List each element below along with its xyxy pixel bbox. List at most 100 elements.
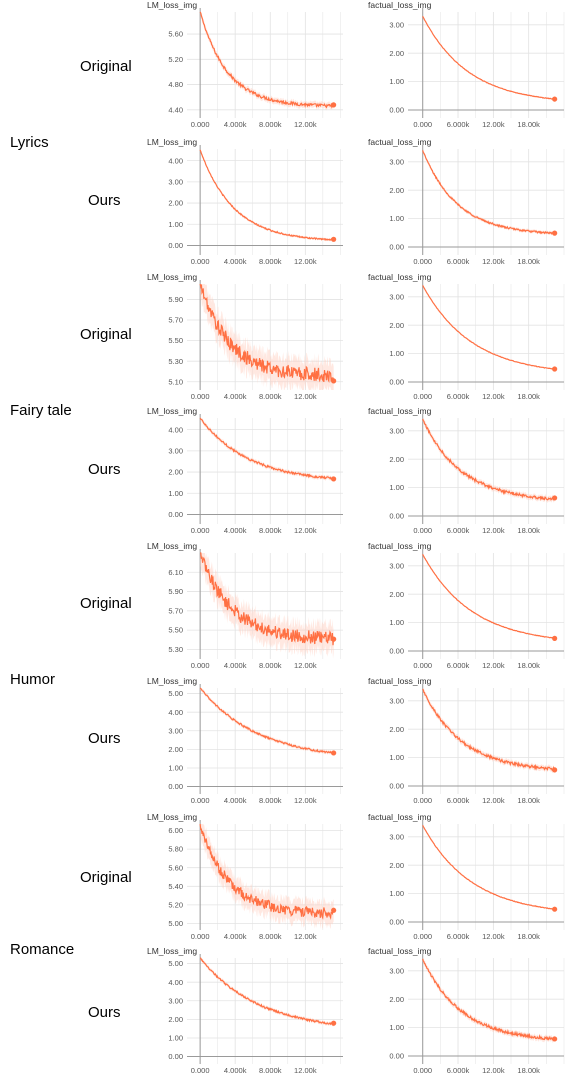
series-end-point [331, 378, 337, 384]
y-tick-label: 5.40 [168, 882, 183, 891]
chart-panel: LM_loss_img 4.00 3.00 2.00 1.00 0.00 0.000 4.00… [147, 406, 347, 539]
chart-title: factual_loss_img [368, 0, 432, 10]
series-band [422, 284, 555, 370]
y-tick-label: 5.10 [168, 377, 183, 386]
series-band [200, 418, 334, 482]
x-tick-label: 4.000k [224, 661, 247, 670]
x-tick-label: 8.000k [259, 661, 282, 670]
chart-title: LM_loss_img [147, 137, 198, 147]
y-tick-label: 2.00 [168, 1015, 183, 1024]
series-line [422, 285, 555, 371]
y-tick-label: 1.00 [389, 483, 404, 492]
y-tick-label: 3.00 [168, 726, 183, 735]
chart-title: LM_loss_img [147, 0, 198, 10]
y-tick-label: 1.00 [389, 1023, 404, 1032]
row-label-original: Original [80, 595, 132, 612]
x-tick-label: 6.000k [447, 257, 470, 266]
x-tick-label: 0.000 [413, 796, 432, 805]
row-label-ours: Ours [88, 730, 121, 747]
x-tick-label: 4.000k [224, 526, 247, 535]
y-tick-label: 3.00 [168, 446, 183, 455]
series-band [422, 553, 555, 639]
y-tick-label: 0.00 [168, 510, 183, 519]
x-tick-label: 0.000 [191, 796, 210, 805]
series-end-point [552, 230, 558, 236]
y-tick-label: 0.00 [168, 241, 183, 250]
chart-panel: factual_loss_img 3.00 2.00 1.00 0.00 0.000 6.0… [368, 541, 568, 674]
x-tick-label: 6.000k [447, 796, 470, 805]
x-tick-label: 18.00k [517, 932, 540, 941]
x-tick-label: 0.000 [413, 526, 432, 535]
chart-title: LM_loss_img [147, 812, 198, 822]
x-tick-label: 12.00k [294, 392, 317, 401]
row-label-original: Original [80, 326, 132, 343]
y-tick-label: 0.00 [389, 106, 404, 115]
chart-title: LM_loss_img [147, 541, 198, 551]
chart-panel: LM_loss_img 4.00 3.00 2.00 1.00 0.00 0.000 4.00… [147, 137, 347, 270]
chart-panel: factual_loss_img 3.00 2.00 1.00 0.00 0.000 6.0… [368, 0, 568, 133]
chart-panel: LM_loss_img 5.00 4.00 3.00 2.00 1.00 0.00 0.000… [147, 676, 347, 809]
y-tick-label: 4.00 [168, 978, 183, 987]
x-tick-label: 0.000 [191, 257, 210, 266]
series-line [422, 418, 556, 502]
series-line [199, 11, 334, 109]
series-end-point [552, 906, 558, 912]
chart-panel: factual_loss_img 3.00 2.00 1.00 0.00 0.000 6.0… [368, 946, 568, 1079]
x-tick-label: 6.000k [447, 932, 470, 941]
x-tick-label: 6.000k [447, 526, 470, 535]
x-tick-label: 12.00k [294, 1066, 317, 1075]
series-line [422, 554, 555, 639]
y-tick-label: 0.00 [389, 378, 404, 387]
y-tick-label: 5.20 [168, 900, 183, 909]
y-tick-label: 3.00 [168, 177, 183, 186]
y-tick-label: 5.90 [168, 587, 183, 596]
x-tick-label: 12.00k [482, 1066, 505, 1075]
y-tick-label: 5.50 [168, 626, 183, 635]
x-tick-label: 18.00k [517, 526, 540, 535]
x-tick-label: 4.000k [224, 392, 247, 401]
x-tick-label: 0.000 [413, 257, 432, 266]
x-tick-label: 6.000k [447, 120, 470, 129]
x-tick-label: 12.00k [482, 526, 505, 535]
series-end-point [331, 1020, 337, 1026]
series-band [200, 284, 334, 390]
y-tick-label: 3.00 [168, 996, 183, 1005]
y-tick-label: 4.40 [168, 105, 183, 114]
y-tick-label: 5.50 [168, 336, 183, 345]
series-line [199, 417, 335, 480]
x-tick-label: 18.00k [517, 661, 540, 670]
y-tick-label: 1.00 [168, 1034, 183, 1043]
row-label-original: Original [80, 869, 132, 886]
series-end-point [552, 767, 558, 773]
x-tick-label: 12.00k [294, 257, 317, 266]
series-band [200, 553, 334, 659]
x-tick-label: 18.00k [517, 796, 540, 805]
y-tick-label: 2.00 [389, 49, 404, 58]
y-tick-label: 1.00 [168, 220, 183, 229]
x-tick-label: 8.000k [259, 257, 282, 266]
series-line [422, 688, 555, 772]
y-tick-label: 6.00 [168, 826, 183, 835]
series-end-point [552, 635, 558, 641]
y-tick-label: 1.00 [168, 489, 183, 498]
x-tick-label: 4.000k [224, 932, 247, 941]
chart-title: LM_loss_img [147, 676, 198, 686]
y-tick-label: 3.00 [389, 157, 404, 166]
chart-panel: LM_loss_img 6.00 5.80 5.60 5.40 5.20 5.00 0.000… [147, 812, 347, 945]
x-tick-label: 0.000 [191, 526, 210, 535]
y-tick-label: 5.00 [168, 689, 183, 698]
y-tick-label: 4.80 [168, 80, 183, 89]
y-tick-label: 2.00 [389, 186, 404, 195]
x-tick-label: 8.000k [259, 932, 282, 941]
series-end-point [552, 96, 558, 102]
y-tick-label: 4.00 [168, 708, 183, 717]
series-band [422, 15, 555, 100]
y-tick-label: 6.10 [168, 568, 183, 577]
y-tick-label: 1.00 [389, 77, 404, 86]
chart-title: factual_loss_img [368, 272, 432, 282]
x-tick-label: 18.00k [517, 392, 540, 401]
x-tick-label: 12.00k [294, 661, 317, 670]
x-tick-label: 12.00k [482, 932, 505, 941]
series-end-point [331, 476, 337, 482]
y-tick-label: 5.90 [168, 295, 183, 304]
